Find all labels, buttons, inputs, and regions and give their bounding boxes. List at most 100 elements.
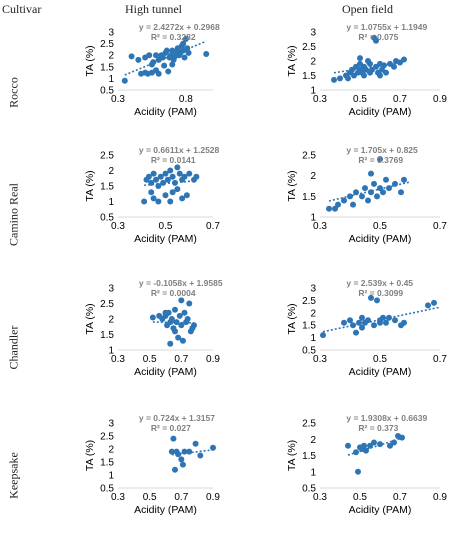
data-point bbox=[186, 300, 193, 307]
data-point bbox=[377, 441, 383, 448]
y-tick-label: 3 bbox=[108, 284, 114, 295]
data-point bbox=[167, 167, 174, 174]
x-axis-label: Acidity (PAM) bbox=[134, 504, 197, 516]
y-tick-label: 2.5 bbox=[100, 432, 114, 443]
data-point bbox=[176, 170, 183, 177]
y-tick-label: 2 bbox=[310, 57, 316, 68]
y-tick-label: 2 bbox=[310, 435, 316, 446]
data-point bbox=[161, 62, 168, 69]
data-point bbox=[193, 173, 200, 180]
x-axis-label: Acidity (PAM) bbox=[349, 504, 412, 516]
data-point bbox=[345, 442, 351, 449]
header-cultivar: Cultivar bbox=[2, 2, 42, 16]
y-tick-label: 1 bbox=[108, 346, 114, 357]
data-point bbox=[431, 299, 437, 306]
x-axis-label: Acidity (PAM) bbox=[134, 366, 197, 378]
data-point bbox=[386, 185, 392, 192]
y-tick-label: 0.5 bbox=[100, 213, 114, 224]
data-point bbox=[398, 189, 404, 196]
data-point bbox=[175, 451, 182, 458]
data-point bbox=[356, 319, 362, 326]
data-point bbox=[176, 312, 183, 319]
y-tick-label: 1.5 bbox=[100, 330, 114, 341]
x-tick-label: 0.7 bbox=[174, 354, 188, 365]
x-axis-label: Acidity (PAM) bbox=[349, 366, 412, 378]
y-tick-label: 1.5 bbox=[100, 182, 114, 193]
y-axis-label: TA (%) bbox=[84, 303, 96, 334]
data-point bbox=[141, 198, 148, 205]
regression-equation: y = 1.705x + 0.825 bbox=[346, 145, 418, 155]
y-tick-label: 3 bbox=[310, 28, 316, 39]
y-tick-label: 2.5 bbox=[302, 419, 316, 430]
data-point bbox=[383, 176, 389, 183]
data-point bbox=[165, 68, 172, 75]
data-point bbox=[355, 468, 361, 475]
data-point bbox=[368, 170, 374, 177]
x-tick-label: 0.3 bbox=[313, 221, 327, 232]
data-point bbox=[181, 54, 188, 61]
data-point bbox=[179, 337, 186, 344]
data-point bbox=[172, 179, 178, 186]
trend-line bbox=[347, 436, 405, 456]
data-point bbox=[170, 435, 177, 442]
trend-line bbox=[171, 449, 214, 456]
y-tick-label: 2.5 bbox=[100, 299, 114, 310]
data-point bbox=[162, 170, 169, 177]
y-tick-label: 0.5 bbox=[100, 86, 114, 97]
data-point bbox=[179, 195, 186, 202]
data-point bbox=[361, 442, 367, 449]
data-point bbox=[391, 439, 397, 446]
x-tick-label: 0.3 bbox=[111, 354, 125, 365]
r-squared-label: R² = 0.075 bbox=[358, 32, 398, 42]
x-tick-label: 0.9 bbox=[206, 354, 220, 365]
data-point bbox=[150, 170, 157, 177]
x-tick-label: 0.3 bbox=[111, 221, 125, 232]
y-tick-label: 1 bbox=[108, 74, 114, 85]
y-tick-label: 2 bbox=[310, 171, 316, 182]
data-point bbox=[185, 49, 192, 56]
data-point bbox=[145, 173, 152, 180]
trend-line bbox=[124, 40, 207, 76]
data-point bbox=[373, 37, 379, 44]
data-point bbox=[380, 189, 386, 196]
data-point bbox=[387, 442, 393, 449]
data-point bbox=[392, 317, 398, 324]
data-point bbox=[367, 60, 373, 67]
data-point bbox=[359, 314, 365, 321]
chart-rocco-open-field: 1 1.5 2 2.5 3 0.3 0.5 0.7 0.9 Acidity (PAM) TA (%)… bbox=[286, 22, 447, 118]
data-point bbox=[359, 193, 365, 200]
y-tick-label: 2 bbox=[108, 445, 114, 456]
trend-line bbox=[144, 179, 197, 187]
y-tick-label: 3 bbox=[108, 28, 114, 39]
y-tick-label: 2.5 bbox=[100, 151, 114, 162]
trend-line bbox=[328, 181, 411, 202]
r-squared-label: R² = 0.0004 bbox=[151, 288, 196, 298]
x-tick-label: 0.5 bbox=[159, 221, 173, 232]
regression-equation: y = 1.0755x + 1.1949 bbox=[346, 22, 427, 32]
y-tick-label: 2 bbox=[108, 51, 114, 62]
r-squared-label: R² = 0.027 bbox=[151, 423, 191, 433]
y-tick-label: 2.5 bbox=[302, 296, 316, 307]
x-tick-label: 0.8 bbox=[179, 94, 193, 105]
data-point bbox=[159, 54, 166, 61]
data-point bbox=[359, 324, 365, 331]
data-point bbox=[178, 456, 185, 463]
x-tick-label: 0.7 bbox=[433, 221, 447, 232]
data-point bbox=[186, 448, 193, 455]
data-point bbox=[425, 302, 431, 309]
data-point bbox=[168, 448, 175, 455]
y-tick-label: 0.5 bbox=[100, 484, 114, 495]
x-tick-label: 0.5 bbox=[353, 94, 367, 105]
data-point bbox=[182, 35, 189, 42]
data-point bbox=[353, 329, 359, 336]
data-point bbox=[341, 319, 347, 326]
data-point bbox=[181, 173, 188, 180]
data-point bbox=[401, 176, 407, 183]
x-tick-label: 0.3 bbox=[313, 354, 327, 365]
x-axis-label: Acidity (PAM) bbox=[349, 233, 412, 245]
y-tick-label: 3 bbox=[310, 284, 316, 295]
data-point bbox=[163, 47, 170, 54]
